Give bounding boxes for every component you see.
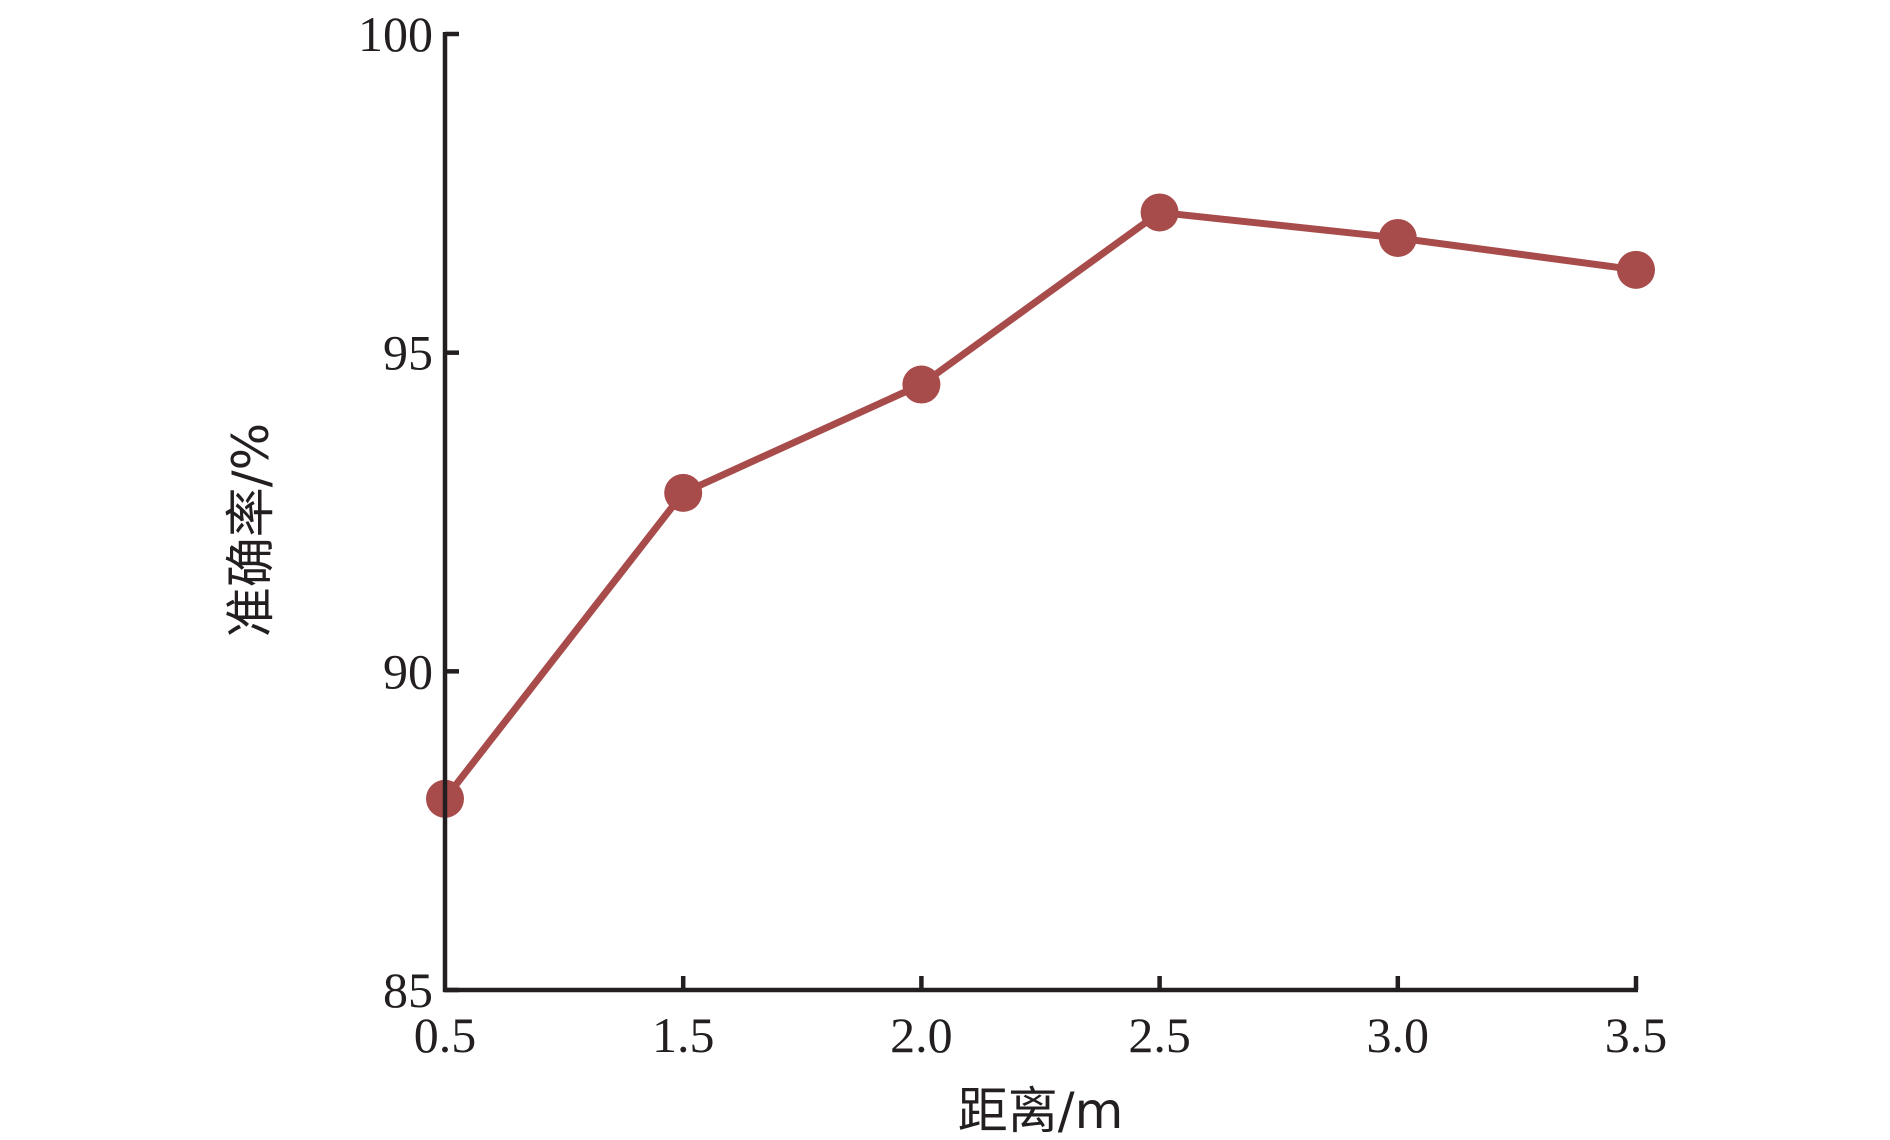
- x-tick-label: 3.5: [1605, 1007, 1668, 1063]
- data-point: [1617, 250, 1655, 289]
- data-point: [1378, 218, 1417, 257]
- data-point: [664, 473, 703, 512]
- y-tick-label: 85: [383, 962, 433, 1018]
- series-layer: [426, 193, 1655, 818]
- x-axis-title: 距离/m: [958, 1082, 1124, 1140]
- data-point: [902, 365, 941, 404]
- x-tick-label: 1.5: [652, 1007, 715, 1063]
- y-tick-label: 95: [383, 325, 433, 381]
- data-point: [1140, 193, 1179, 232]
- x-tick-label: 0.5: [414, 1007, 477, 1063]
- x-tick-label: 2.5: [1128, 1007, 1191, 1063]
- x-tick-label: 2.0: [890, 1007, 953, 1063]
- x-tick-label: 3.0: [1367, 1007, 1430, 1063]
- y-axis-title: 准确率/%: [222, 423, 280, 637]
- y-tick-label: 90: [383, 643, 433, 699]
- y-tick-label: 100: [358, 6, 433, 62]
- axes: 85 90 95 100 0.5 1.5 2.0 2.5 3.0 3.5: [358, 6, 1667, 1063]
- series-line: [441, 208, 1640, 803]
